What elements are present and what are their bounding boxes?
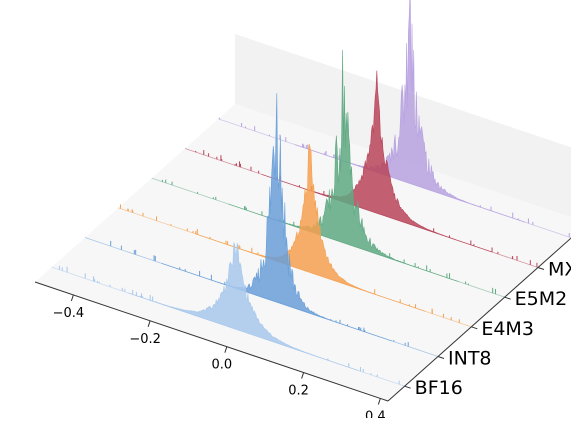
layer-hif8: [218, 0, 571, 239]
layer-int8: [84, 93, 439, 357]
y-tick: [504, 296, 511, 300]
x-tick-label: 0.2: [288, 384, 309, 399]
y-tick-label: BF16: [415, 377, 463, 399]
distribution-area: [128, 241, 359, 371]
y-axis: BF16INT8E4M3E5M2MXFP8HiF8: [387, 237, 571, 402]
y-tick-label: INT8: [448, 348, 492, 370]
distribution-area: [161, 93, 393, 342]
x-axis-line: [34, 281, 389, 402]
x-tick: [301, 372, 305, 379]
x-tick: [224, 346, 228, 353]
x-tick-label: −0.2: [129, 332, 161, 347]
x-tick: [147, 320, 151, 327]
y-tick: [437, 356, 445, 359]
y-tick-label: MXFP8: [548, 259, 571, 281]
distribution-layers: [51, 0, 571, 387]
x-tick-label: 0.4: [365, 409, 386, 418]
x-tick: [377, 398, 381, 405]
y-tick-label: E5M2: [515, 288, 568, 310]
layer-bf16: [51, 241, 405, 387]
distribution-area: [261, 70, 493, 253]
x-tick-label: −0.4: [53, 306, 85, 321]
y-tick: [537, 267, 545, 270]
y-tick: [471, 326, 478, 330]
y-tick: [404, 385, 411, 389]
x-tick: [70, 294, 74, 302]
y-tick-label: E4M3: [481, 318, 534, 340]
x-tick-label: 0.0: [212, 358, 233, 373]
y-axis-line: [387, 237, 571, 402]
